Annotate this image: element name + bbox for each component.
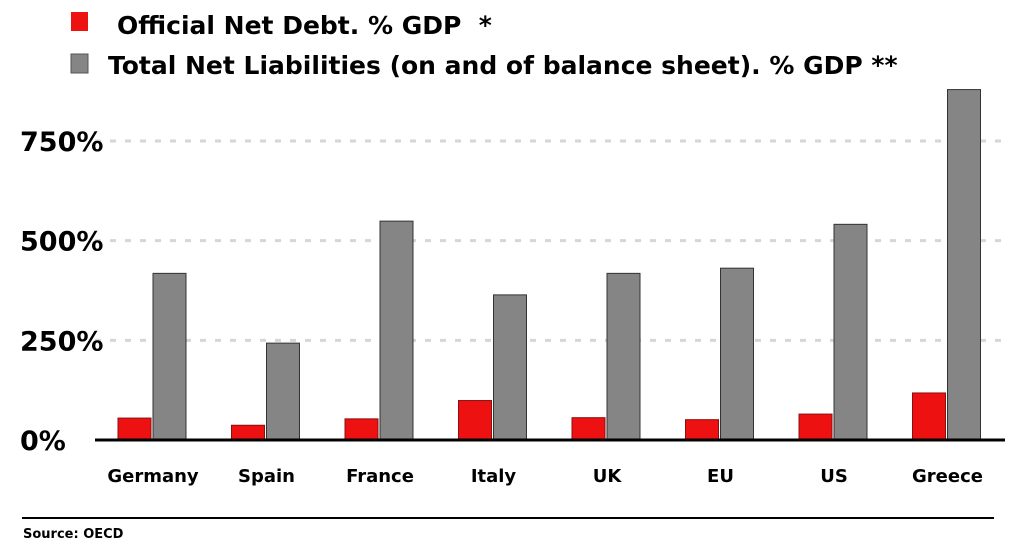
bar-total-liabilities-germany bbox=[152, 272, 187, 441]
x-category-label-uk: UK bbox=[593, 466, 623, 487]
y-axis-tick-labels: 0% 250% 500% 750% bbox=[20, 127, 103, 457]
gridlines bbox=[95, 139, 1005, 342]
legend-label-official-net-debt: Official Net Debt. % GDP * bbox=[117, 11, 492, 40]
x-category-label-eu: EU bbox=[707, 466, 734, 487]
legend-label-total-net-liabilities: Total Net Liabilities (on and of balance… bbox=[108, 51, 898, 80]
y-tick-label: 750% bbox=[20, 127, 103, 158]
bar-official-net-debt-eu bbox=[685, 419, 719, 441]
bar-official-net-debt-uk bbox=[571, 417, 606, 441]
legend-swatch-official-net-debt bbox=[71, 12, 88, 31]
x-category-label-spain: Spain bbox=[238, 466, 295, 487]
y-tick-label: 500% bbox=[20, 227, 103, 258]
x-category-label-greece: Greece bbox=[912, 466, 983, 487]
bar-total-liabilities-uk bbox=[606, 272, 641, 441]
bar-official-net-debt-greece bbox=[912, 392, 946, 441]
bar-total-liabilities-italy bbox=[493, 294, 527, 441]
bar-total-liabilities-spain bbox=[266, 342, 300, 441]
legend: Official Net Debt. % GDP * Total Net Lia… bbox=[70, 11, 898, 80]
legend-swatch-total-net-liabilities bbox=[70, 53, 89, 74]
bar-official-net-debt-italy bbox=[458, 400, 492, 441]
x-category-label-us: US bbox=[820, 466, 848, 487]
bar-official-net-debt-germany bbox=[117, 417, 152, 441]
bar-total-liabilities-eu bbox=[720, 267, 754, 441]
y-tick-label: 250% bbox=[20, 326, 103, 357]
bar-official-net-debt-spain bbox=[231, 424, 265, 441]
bar-official-net-debt-us bbox=[798, 413, 833, 441]
x-axis-category-labels: Germany Spain France Italy UK EU US Greece bbox=[107, 466, 983, 487]
bar-total-liabilities-france bbox=[379, 220, 414, 441]
y-tick-label: 0% bbox=[20, 426, 66, 457]
source-note: Source: OECD bbox=[23, 527, 124, 542]
bar-total-liabilities-greece bbox=[947, 89, 981, 441]
bar-total-liabilities-us bbox=[833, 223, 868, 441]
x-category-label-france: France bbox=[346, 466, 414, 487]
x-category-label-italy: Italy bbox=[471, 466, 517, 487]
x-category-label-germany: Germany bbox=[107, 466, 199, 487]
bar-official-net-debt-france bbox=[344, 418, 379, 441]
